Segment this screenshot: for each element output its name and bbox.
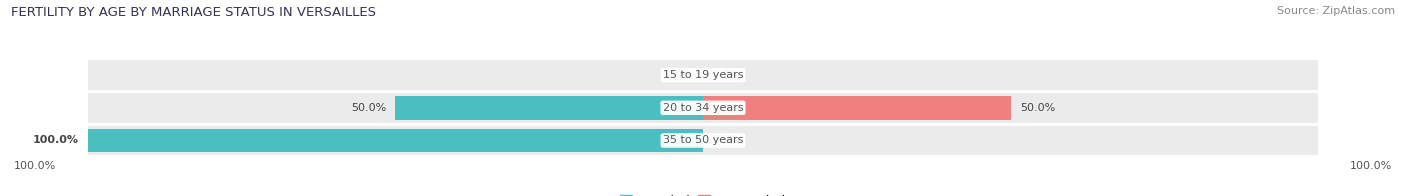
Legend: Married, Unmarried: Married, Unmarried [614,190,792,196]
Text: 50.0%: 50.0% [352,103,387,113]
Text: FERTILITY BY AGE BY MARRIAGE STATUS IN VERSAILLES: FERTILITY BY AGE BY MARRIAGE STATUS IN V… [11,6,377,19]
Text: 0.0%: 0.0% [713,135,741,145]
Bar [395,96,703,120]
Text: 35 to 50 years: 35 to 50 years [662,135,744,145]
Text: 50.0%: 50.0% [1019,103,1054,113]
Text: 100.0%: 100.0% [32,135,79,145]
Text: 15 to 19 years: 15 to 19 years [662,70,744,80]
Text: Source: ZipAtlas.com: Source: ZipAtlas.com [1277,6,1395,16]
Text: 100.0%: 100.0% [1350,161,1392,171]
Text: 100.0%: 100.0% [14,161,56,171]
Text: 0.0%: 0.0% [665,70,693,80]
Bar [87,126,1319,155]
Bar [87,60,1319,90]
Text: 20 to 34 years: 20 to 34 years [662,103,744,113]
Bar [87,93,1319,122]
Text: 0.0%: 0.0% [713,70,741,80]
Bar [703,96,1011,120]
Bar [87,129,703,152]
